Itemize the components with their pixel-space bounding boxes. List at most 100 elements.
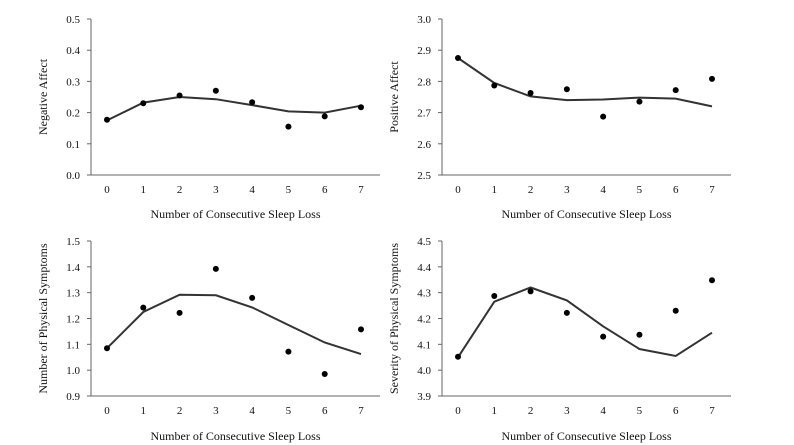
data-point — [176, 92, 183, 99]
x-tick-label: 4 — [249, 405, 255, 417]
x-tick-label: 7 — [358, 405, 364, 417]
y-tick-label: 4.3 — [417, 288, 431, 300]
fitted-line — [106, 293, 362, 356]
y-axis-label: Severity of Physical Symptoms — [387, 243, 401, 394]
data-point — [455, 353, 461, 360]
x-tick-label: 7 — [709, 184, 715, 196]
y-tick-label: 4.1 — [417, 339, 431, 351]
y-tick-label: 0.0 — [66, 170, 80, 182]
y-axis-label: Negative Affect — [36, 58, 50, 135]
data-point — [104, 116, 110, 123]
y-tick-label: 4.5 — [417, 236, 431, 248]
data-point — [104, 345, 110, 352]
x-tick-label: 4 — [600, 405, 606, 417]
y-tick-label: 1.4 — [66, 262, 80, 274]
data-point — [140, 100, 147, 107]
y-tick-label: 1.0 — [66, 365, 80, 377]
y-tick-label: 0.9 — [66, 391, 80, 403]
y-tick-label: 2.8 — [417, 76, 431, 88]
data-point — [358, 104, 364, 111]
y-tick-label: 0.1 — [66, 139, 80, 151]
data-point — [321, 113, 328, 120]
y-tick-label: 1.2 — [66, 314, 80, 326]
x-axis-label: Number of Consecutive Sleep Loss — [502, 429, 672, 443]
data-point — [527, 89, 534, 96]
x-tick-label: 6 — [673, 405, 679, 417]
data-point — [212, 87, 219, 94]
x-tick-label: 3 — [564, 184, 570, 196]
data-point — [636, 98, 643, 105]
data-point — [491, 82, 498, 89]
fitted-line — [106, 95, 362, 122]
data-point — [212, 265, 219, 272]
chart-panel-2: 2.5 2.6 2.7 2.8 2.9 3.0 0 1 2 3 4 5 6 7 Number of Cons… — [387, 14, 731, 221]
y-tick-label: 4.0 — [417, 365, 431, 377]
y-tick-label: 3.0 — [417, 14, 431, 26]
data-point — [563, 309, 570, 316]
data-point — [285, 123, 292, 130]
x-tick-label: 2 — [528, 405, 534, 417]
data-point — [358, 326, 364, 333]
x-tick-label: 3 — [564, 405, 570, 417]
data-point — [249, 99, 256, 106]
x-tick-label: 5 — [286, 184, 292, 196]
data-point — [527, 288, 534, 295]
x-tick-label: 2 — [177, 184, 183, 196]
data-point — [709, 75, 715, 82]
data-point — [140, 304, 147, 311]
x-tick-label: 7 — [358, 184, 364, 196]
x-tick-label: 0 — [455, 184, 461, 196]
y-tick-label: 1.5 — [66, 236, 80, 248]
x-tick-label: 3 — [213, 405, 219, 417]
x-tick-label: 5 — [637, 184, 643, 196]
y-axis-label: Positive Affect — [387, 61, 401, 133]
x-tick-label: 4 — [249, 184, 255, 196]
y-tick-label: 3.9 — [417, 391, 431, 403]
data-point — [709, 277, 715, 284]
chart-panel-4: 3.9 4.0 4.1 4.2 4.3 4.4 4.5 0 1 2 3 4 5 6 7 Number of C… — [387, 236, 731, 443]
data-point — [321, 371, 328, 378]
y-tick-label: 2.5 — [417, 170, 431, 182]
data-point — [636, 331, 643, 338]
fitted-line — [457, 286, 713, 358]
x-axis-label: Number of Consecutive Sleep Loss — [151, 429, 321, 443]
x-tick-label: 2 — [177, 405, 183, 417]
data-point — [600, 113, 607, 120]
y-tick-label: 2.7 — [417, 108, 431, 120]
data-point — [285, 348, 292, 355]
chart-panel-1: 0.0 0.1 0.2 0.3 0.4 0.5 0 1 2 3 4 5 6 7 Number of Cons… — [36, 14, 380, 221]
chart-panel-3: 0.9 1.0 1.1 1.2 1.3 1.4 1.5 0 1 2 3 4 5 6 7 Number of C… — [36, 236, 380, 443]
x-tick-label: 5 — [286, 405, 292, 417]
data-point — [672, 307, 679, 314]
x-tick-label: 3 — [213, 184, 219, 196]
data-point — [176, 309, 183, 316]
x-tick-label: 6 — [673, 184, 679, 196]
x-tick-label: 0 — [455, 405, 461, 417]
x-tick-label: 1 — [492, 184, 498, 196]
data-point — [455, 55, 461, 61]
y-tick-label: 0.5 — [66, 14, 80, 26]
y-tick-label: 2.6 — [417, 139, 431, 151]
x-tick-label: 0 — [104, 184, 110, 196]
y-tick-label: 0.4 — [66, 45, 80, 57]
x-tick-label: 2 — [528, 184, 534, 196]
x-tick-label: 1 — [141, 184, 147, 196]
y-axis-label: Number of Physical Symptoms — [36, 243, 50, 394]
y-tick-label: 4.2 — [417, 314, 431, 326]
x-axis-label: Number of Consecutive Sleep Loss — [502, 207, 672, 221]
data-point — [249, 294, 256, 301]
x-tick-label: 1 — [141, 405, 147, 417]
x-tick-label: 6 — [322, 405, 328, 417]
x-axis-label: Number of Consecutive Sleep Loss — [151, 207, 321, 221]
y-tick-label: 1.1 — [66, 339, 80, 351]
y-tick-label: 0.3 — [66, 76, 80, 88]
x-tick-label: 5 — [637, 405, 643, 417]
x-tick-label: 0 — [104, 405, 110, 417]
y-tick-label: 1.3 — [66, 288, 80, 300]
x-tick-label: 1 — [492, 405, 498, 417]
y-tick-label: 0.2 — [66, 108, 80, 120]
data-point — [600, 333, 607, 340]
data-point — [491, 293, 498, 300]
x-tick-label: 6 — [322, 184, 328, 196]
